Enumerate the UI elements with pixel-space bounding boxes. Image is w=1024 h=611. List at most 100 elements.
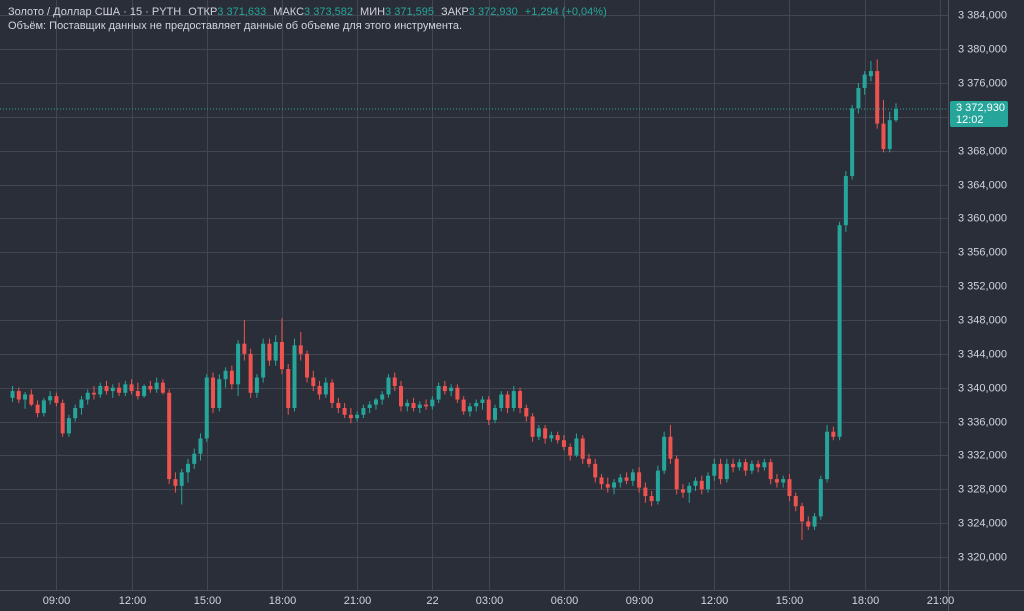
candle-body <box>674 458 679 490</box>
candle-body <box>367 404 372 409</box>
y-tick-label: 3 376,000 <box>958 77 1007 89</box>
candle-body <box>724 463 729 480</box>
y-tick-label: 3 348,000 <box>958 314 1007 326</box>
candle-body <box>580 438 585 459</box>
candle-body <box>148 385 153 390</box>
candle-body <box>868 71 873 77</box>
candle-body <box>756 463 761 468</box>
x-tick-label: 21:00 <box>344 595 372 607</box>
candle-body <box>229 370 234 385</box>
candle-body <box>192 453 197 464</box>
candle-body <box>430 399 435 407</box>
candle-body <box>492 408 497 420</box>
candle-body <box>273 341 278 361</box>
y-tick-label: 3 364,000 <box>958 179 1007 191</box>
candle-body <box>499 394 504 409</box>
candle-body <box>117 387 122 393</box>
candle-body <box>91 392 96 395</box>
candle-body <box>286 369 291 409</box>
candle-body <box>643 487 648 497</box>
candle-body <box>66 418 71 434</box>
candle-body <box>862 74 867 89</box>
candle-body <box>417 404 422 409</box>
candle-body <box>549 435 554 439</box>
candle-body <box>154 382 159 390</box>
candle-body <box>555 435 560 441</box>
candle-body <box>123 384 128 393</box>
y-tick-label: 3 320,000 <box>958 551 1007 563</box>
last-price-label: 3 372,930 <box>956 102 1005 114</box>
x-tick-label: 09:00 <box>626 595 654 607</box>
candle-body <box>893 108 898 121</box>
candle-body <box>104 385 109 392</box>
candle-body <box>204 377 209 439</box>
candle-body <box>261 343 266 378</box>
candle-body <box>612 482 617 488</box>
candle-body <box>267 343 272 361</box>
y-tick-label: 3 380,000 <box>958 43 1007 55</box>
candle-body <box>718 463 723 480</box>
candle-body <box>793 496 798 507</box>
candle-body <box>311 377 316 386</box>
candle-body <box>79 399 84 409</box>
candle-body <box>217 379 222 409</box>
candle-body <box>662 436 667 471</box>
candle-body <box>693 480 698 486</box>
x-tick-label: 06:00 <box>551 595 579 607</box>
candle-body <box>73 408 78 419</box>
candle-body <box>649 496 654 502</box>
candle-body <box>461 399 466 412</box>
candle-body <box>442 385 447 392</box>
candle-body <box>530 416 535 437</box>
x-tick-label: 12:00 <box>701 595 729 607</box>
candle-body <box>875 71 880 124</box>
last-price-box <box>950 100 1008 127</box>
y-tick-label: 3 336,000 <box>958 416 1007 428</box>
candles <box>0 59 948 541</box>
candle-body <box>248 353 253 393</box>
candle-body <box>236 343 241 385</box>
candle-body <box>743 462 748 471</box>
open-label: ОТКР <box>188 6 217 18</box>
y-tick-label: 3 360,000 <box>958 212 1007 224</box>
candle-body <box>680 489 685 493</box>
candle-body <box>424 404 429 407</box>
candle-body <box>574 438 579 456</box>
candle-body <box>599 477 604 485</box>
candle-body <box>637 472 642 488</box>
candle-body <box>305 353 310 378</box>
candle-body <box>48 396 53 401</box>
volume-note: Объём: Поставщик данных не предоставляет… <box>8 20 462 32</box>
candle-body <box>223 370 228 380</box>
y-tick-label: 3 332,000 <box>958 449 1007 461</box>
candle-body <box>173 479 178 486</box>
candle-body <box>843 176 848 226</box>
candle-body <box>60 402 65 434</box>
candle-body <box>762 462 767 468</box>
candle-body <box>392 377 397 386</box>
candle-body <box>386 377 391 395</box>
candle-body <box>292 345 297 409</box>
candle-body <box>29 394 34 405</box>
high: 3 373,582 <box>304 6 353 18</box>
candle-body <box>505 394 510 409</box>
x-tick-label: 12:00 <box>119 595 147 607</box>
candle-body <box>737 462 742 468</box>
candle-body <box>818 479 823 517</box>
candle-body <box>850 108 855 177</box>
y-tick-label: 3 324,000 <box>958 517 1007 529</box>
candle-body <box>179 472 184 486</box>
close-label: ЗАКР <box>441 6 469 18</box>
candle-body <box>399 385 404 407</box>
candle-body <box>342 408 347 415</box>
candle-body <box>467 406 472 412</box>
candle-body <box>630 472 635 481</box>
candle-body <box>449 387 454 392</box>
candle-body <box>787 479 792 497</box>
candle-body <box>768 462 773 480</box>
candle-body <box>211 377 216 409</box>
candle-body <box>167 392 172 480</box>
candle-body <box>486 399 491 420</box>
candle-body <box>887 120 892 149</box>
